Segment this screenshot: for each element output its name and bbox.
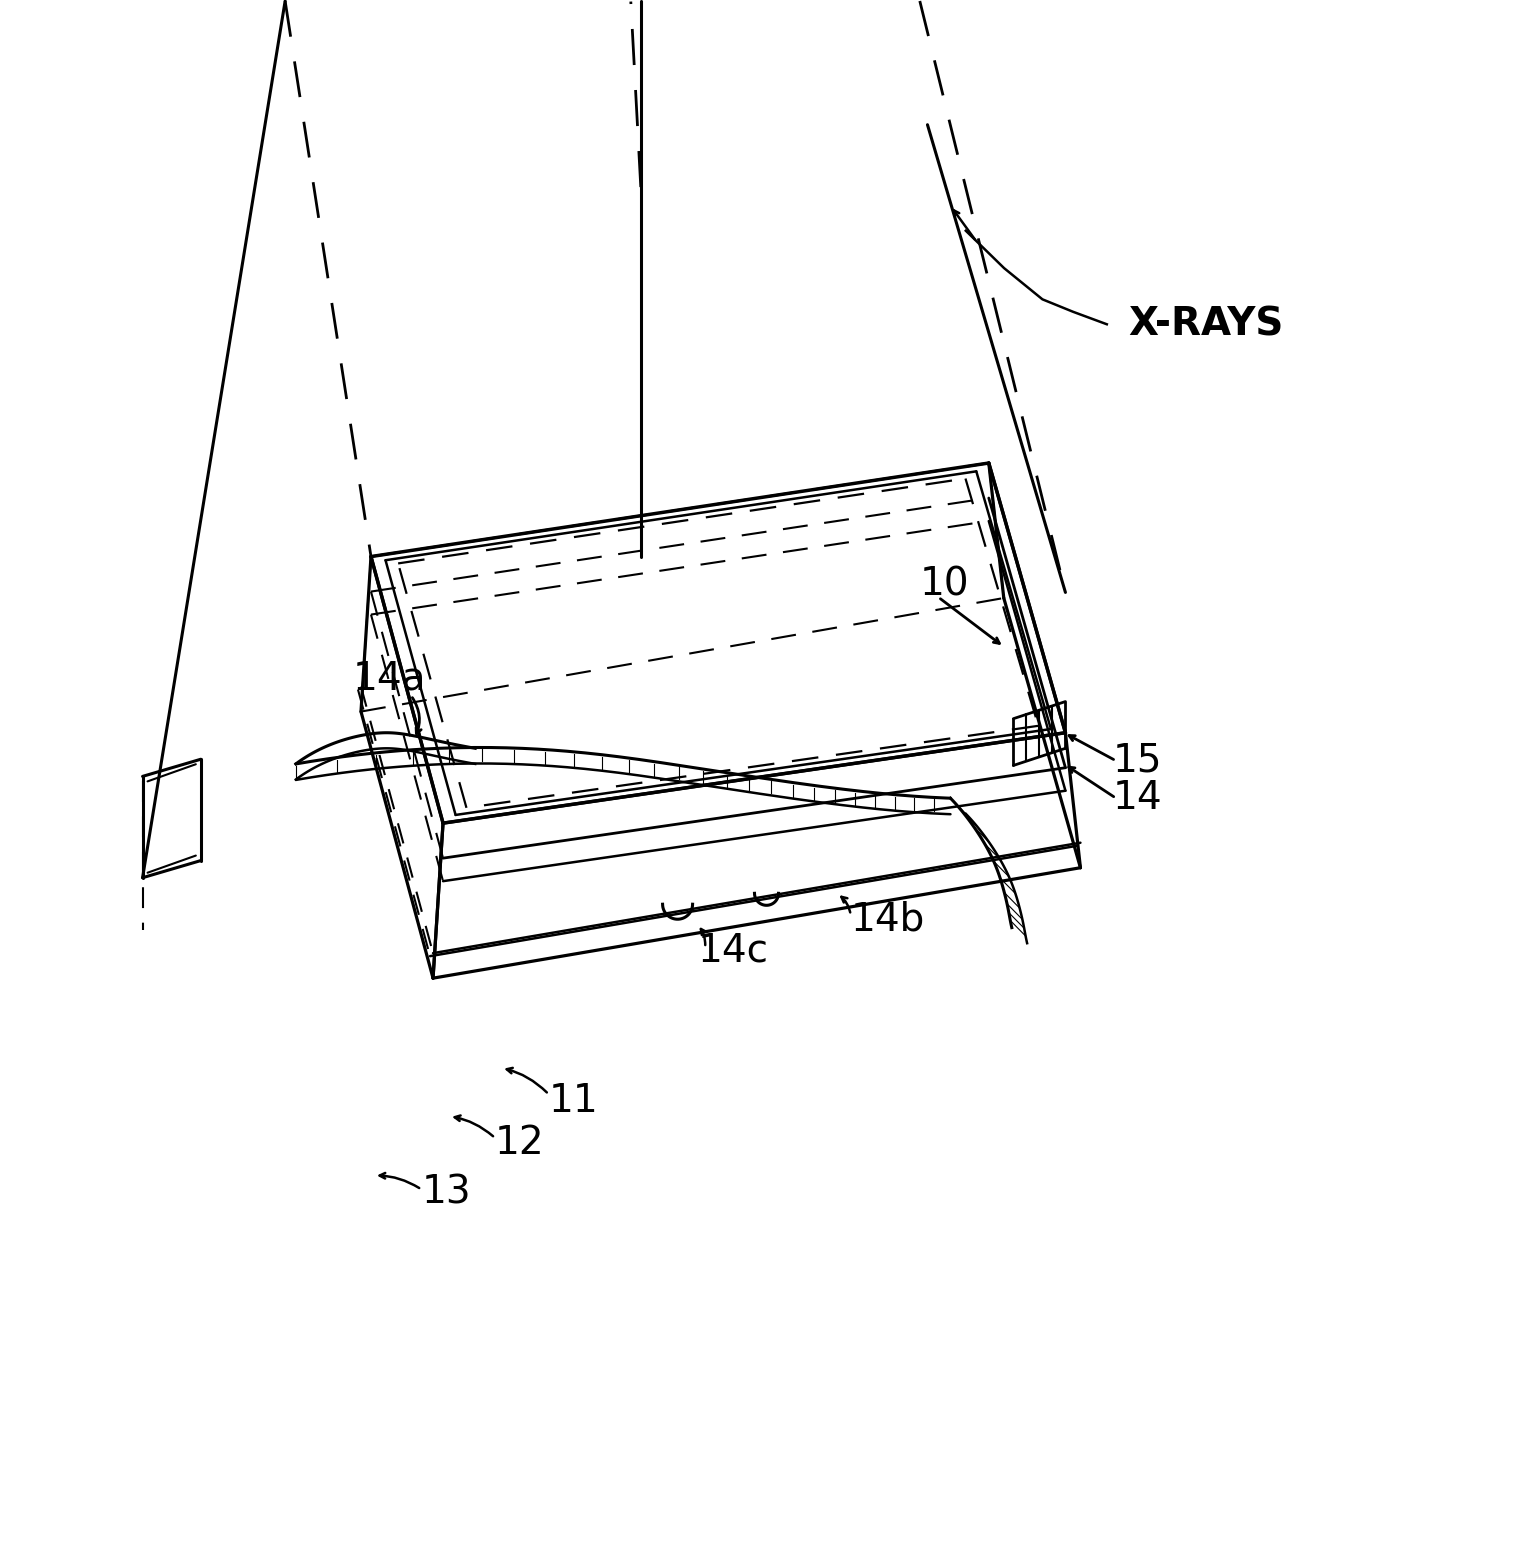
- Text: 15: 15: [1113, 742, 1162, 780]
- Text: 11: 11: [549, 1082, 598, 1119]
- Text: 14c: 14c: [698, 932, 768, 970]
- Text: 13: 13: [422, 1174, 471, 1211]
- Text: X-RAYS: X-RAYS: [1128, 306, 1283, 343]
- Text: 10: 10: [920, 566, 969, 603]
- Text: 14: 14: [1113, 780, 1162, 817]
- Text: 14b: 14b: [851, 901, 924, 939]
- Text: 14a: 14a: [353, 659, 426, 697]
- Text: 12: 12: [495, 1124, 544, 1161]
